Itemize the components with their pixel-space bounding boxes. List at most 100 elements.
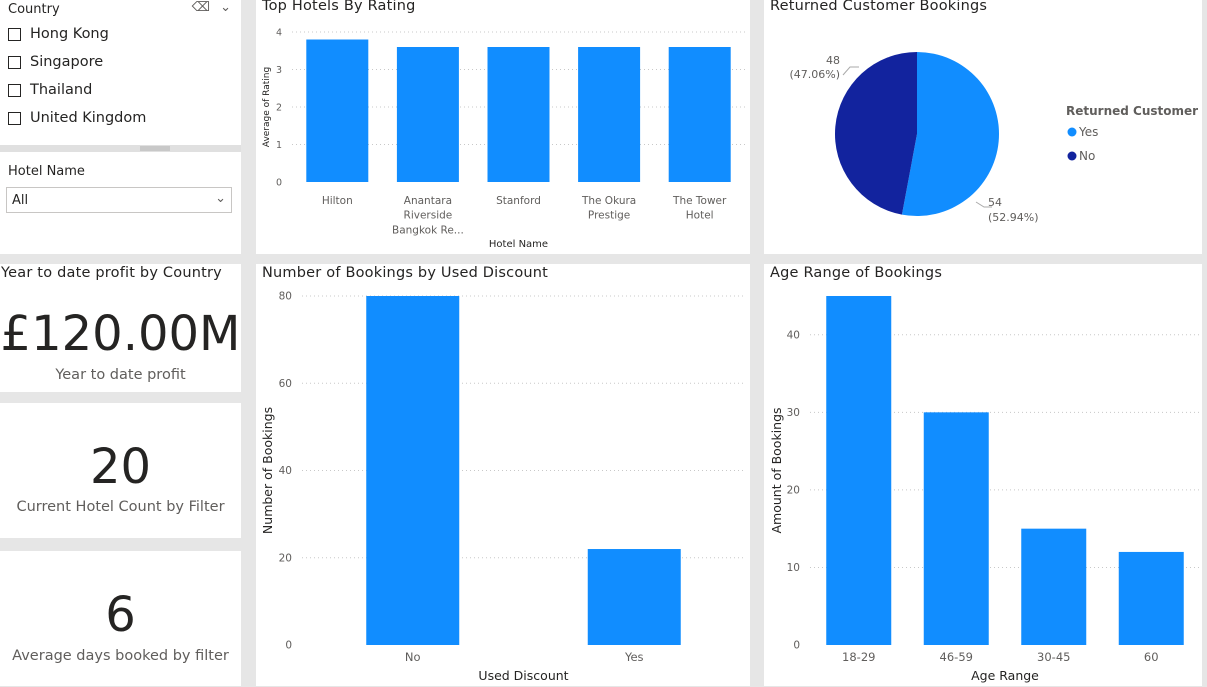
y-tick-label: 20 xyxy=(279,552,292,564)
data-label-value: 54 xyxy=(988,196,1002,209)
chart-title: Number of Bookings by Used Discount xyxy=(262,265,549,281)
y-axis-title: Average of Rating xyxy=(262,67,272,147)
top-hotels-chart: 0 1 2 3 4 Hilton Anantara Riverside Bangkok Re..… xyxy=(262,28,745,250)
hotel-name-dropdown[interactable]: All ⌄ xyxy=(6,187,232,213)
hotel-count-value: 20 xyxy=(89,439,152,495)
profit-value: £120.00M xyxy=(0,306,241,362)
y-axis-title: Number of Bookings xyxy=(260,407,275,534)
legend-marker xyxy=(1067,151,1077,161)
hotel-count-label: Current Hotel Count by Filter xyxy=(16,499,225,515)
legend-marker xyxy=(1067,127,1077,137)
returned-customer-chart: 54 (52.94%) 48(47.06%) Returned Customer Yes… xyxy=(789,51,1198,224)
country-item-hong-kong[interactable]: Hong Kong xyxy=(8,24,109,44)
chart-title: Returned Customer Bookings xyxy=(770,0,988,14)
country-item-label: Hong Kong xyxy=(30,26,109,42)
y-tick-label: 0 xyxy=(793,640,800,652)
legend-label: No xyxy=(1079,149,1095,163)
age-range-chart: 0 10 20 30 40 18-29 46-59 30-45 60 Age Range Amoun… xyxy=(769,296,1200,683)
checkbox[interactable] xyxy=(8,55,21,69)
profit-title: Year to date profit by Country xyxy=(1,265,222,281)
hotel-count-card: 20 Current Hotel Count by Filter xyxy=(0,403,241,538)
bar xyxy=(587,549,681,645)
country-slicer-header: Country xyxy=(8,2,60,17)
checkbox[interactable] xyxy=(8,111,21,125)
bar xyxy=(366,296,460,645)
x-axis-title: Age Range xyxy=(971,668,1039,683)
checkbox[interactable] xyxy=(8,83,21,97)
hotel-name-header: Hotel Name xyxy=(8,164,85,179)
scrollbar-thumb[interactable] xyxy=(140,146,170,151)
x-tick-label: Yes xyxy=(624,650,644,664)
slicer-tools: ⌫ ⌄ xyxy=(186,0,231,15)
top-hotels-card: Top Hotels By Rating 0 1 2 3 4 Hilton Anantara… xyxy=(256,0,750,254)
y-tick-label: 2 xyxy=(276,103,282,114)
bar xyxy=(1118,551,1184,645)
data-label-percent: (52.94%) xyxy=(988,211,1039,224)
data-label-percent: (47.06%) xyxy=(789,68,840,81)
checkbox[interactable] xyxy=(8,27,21,41)
chart-title: Age Range of Bookings xyxy=(770,265,943,281)
country-item-thailand[interactable]: Thailand xyxy=(8,80,92,100)
avg-days-value: 6 xyxy=(105,587,136,643)
x-axis-title: Used Discount xyxy=(478,668,568,683)
bar xyxy=(1021,528,1087,645)
x-tick-label: The Okura Prestige xyxy=(581,195,636,222)
y-tick-label: 20 xyxy=(787,484,800,496)
y-tick-label: 60 xyxy=(279,378,292,390)
y-tick-label: 1 xyxy=(276,140,282,151)
country-slicer: Country ⌫ ⌄ Hong Kong Singapore Thailand… xyxy=(0,0,241,152)
bar xyxy=(826,296,892,645)
leader-line xyxy=(975,201,992,208)
bar xyxy=(306,39,369,182)
x-axis-title: Hotel Name xyxy=(489,239,548,250)
leader-line xyxy=(842,66,859,76)
y-tick-label: 40 xyxy=(279,465,292,477)
y-axis-title: Amount of Bookings xyxy=(769,407,784,533)
y-tick-label: 4 xyxy=(276,28,282,39)
y-tick-label: 3 xyxy=(276,65,282,76)
used-discount-chart: 0 20 40 60 80 No Yes Used Discount Number of Boo… xyxy=(260,291,745,683)
bar xyxy=(487,47,550,182)
hotel-name-slicer: Hotel Name All ⌄ xyxy=(0,152,241,254)
x-tick-label: Hilton xyxy=(322,195,353,207)
y-tick-label: 40 xyxy=(787,329,800,341)
country-item-label: United Kingdom xyxy=(30,110,147,126)
age-range-card: Age Range of Bookings 0 10 20 30 40 18-29 46-5… xyxy=(764,264,1202,686)
chart-title: Top Hotels By Rating xyxy=(262,0,416,14)
y-tick-label: 0 xyxy=(285,640,292,652)
y-tick-label: 10 xyxy=(787,562,800,574)
x-tick-label: The Tower Hotel xyxy=(672,195,727,222)
profit-card: Year to date profit by Country £120.00M … xyxy=(0,264,241,392)
country-item-label: Singapore xyxy=(30,54,104,70)
data-label-value: 48 xyxy=(826,54,840,67)
country-item-singapore[interactable]: Singapore xyxy=(8,52,103,72)
y-tick-label: 80 xyxy=(279,291,292,303)
profit-label: Year to date profit xyxy=(55,367,186,383)
bar xyxy=(578,47,641,182)
horizontal-scrollbar[interactable] xyxy=(0,145,241,152)
bar xyxy=(923,412,989,645)
pie-slice xyxy=(901,51,999,217)
chevron-down-icon[interactable]: ⌄ xyxy=(220,0,231,15)
x-tick-label: 60 xyxy=(1144,650,1159,664)
chevron-down-icon: ⌄ xyxy=(215,191,226,206)
hotel-name-value: All xyxy=(12,193,29,208)
pie-slice xyxy=(835,51,917,215)
country-item-united-kingdom[interactable]: United Kingdom xyxy=(8,108,146,128)
x-tick-label: 46-59 xyxy=(940,650,973,664)
x-tick-label: Anantara Riverside Bangkok Re... xyxy=(392,195,464,236)
y-tick-label: 0 xyxy=(276,178,282,189)
used-discount-card: Number of Bookings by Used Discount 0 20 4… xyxy=(256,264,750,686)
x-tick-label: No xyxy=(405,650,421,664)
bar xyxy=(668,47,731,182)
x-tick-label: 30-45 xyxy=(1037,650,1070,664)
y-tick-label: 30 xyxy=(787,407,800,419)
legend-label: Yes xyxy=(1078,125,1098,139)
returned-customer-card: Returned Customer Bookings 54 (52.94%) 48(… xyxy=(764,0,1202,254)
bar xyxy=(396,47,459,182)
avg-days-label: Average days booked by filter xyxy=(12,648,229,664)
country-item-label: Thailand xyxy=(30,82,93,98)
legend-title: Returned Customer xyxy=(1066,104,1198,118)
x-tick-label: Stanford xyxy=(496,195,541,207)
eraser-icon[interactable]: ⌫ xyxy=(191,0,210,15)
